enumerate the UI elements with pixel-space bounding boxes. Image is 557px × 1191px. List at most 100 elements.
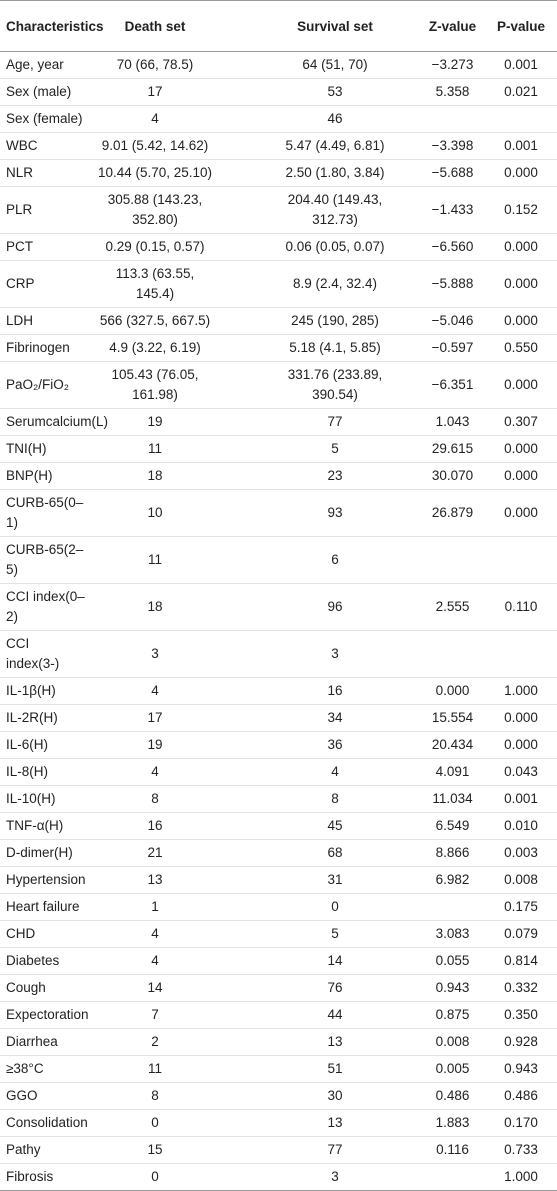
table-cell: 4.091 [420, 758, 485, 786]
table-cell: 13 [220, 1028, 420, 1056]
table-cell: 0.486 [485, 1082, 557, 1110]
header-cell: Z-value [420, 0, 485, 52]
table-cell: 0.943 [420, 974, 485, 1002]
row-label: CURB-65(0–1) [0, 489, 90, 537]
table-row: CURB-65(0–1) 10 93 26.879 0.000 [0, 489, 557, 537]
row-label: IL-8(H) [0, 758, 90, 786]
empty-cell [485, 105, 557, 133]
table-row: Fibrosis 0 3 1.000 [0, 1163, 557, 1191]
table-row: Consolidation 0 13 1.883 0.170 [0, 1109, 557, 1137]
table-row: PaO₂/FiO₂ 105.43 (76.05, 161.98) 331.76 (2… [0, 361, 557, 409]
table-cell: 3 [220, 1163, 420, 1191]
table-cell: 13 [220, 1109, 420, 1137]
table-row: IL-8(H) 4 4 4.091 0.043 [0, 758, 557, 786]
table-cell: 0.152 [485, 186, 557, 234]
row-label: Expectoration [0, 1001, 90, 1029]
row-label: Fibrosis [0, 1163, 90, 1191]
row-label: PCT [0, 233, 90, 261]
table-cell: −5.888 [420, 260, 485, 308]
row-label: GGO [0, 1082, 90, 1110]
table-cell: 53 [220, 78, 420, 106]
table-row: TNF-α(H) 16 45 6.549 0.010 [0, 812, 557, 840]
table-cell: 0.110 [485, 583, 557, 631]
table-cell: 4.9 (3.22, 6.19) [90, 334, 220, 362]
table-cell: 566 (327.5, 667.5) [90, 307, 220, 335]
table-cell: 0.000 [420, 677, 485, 705]
table-cell: 51 [220, 1055, 420, 1083]
table-cell: 5 [220, 435, 420, 463]
table-cell: 3.083 [420, 920, 485, 948]
table-cell: 1.043 [420, 408, 485, 436]
table-cell: 0.350 [485, 1001, 557, 1029]
table-cell: 17 [90, 78, 220, 106]
row-label: IL-6(H) [0, 731, 90, 759]
table-cell: −1.433 [420, 186, 485, 234]
table-cell: 0.055 [420, 947, 485, 975]
table-cell: 0.000 [485, 489, 557, 537]
table-cell: 96 [220, 583, 420, 631]
table-row: Pathy 15 77 0.116 0.733 [0, 1136, 557, 1164]
table-row: WBC 9.01 (5.42, 14.62) 5.47 (4.49, 6.81) −3… [0, 132, 557, 160]
table-cell: 19 [90, 408, 220, 436]
row-label: IL-10(H) [0, 785, 90, 813]
table-cell: 8 [90, 1082, 220, 1110]
table-cell: 3 [220, 630, 420, 678]
table-cell: 0.000 [485, 731, 557, 759]
row-label: Sex (female) [0, 105, 90, 133]
table-cell: 1.000 [485, 1163, 557, 1191]
table-cell: 14 [220, 947, 420, 975]
table-cell: 44 [220, 1001, 420, 1029]
table-cell: 30 [220, 1082, 420, 1110]
table-cell: 23 [220, 462, 420, 490]
table-row: LDH 566 (327.5, 667.5) 245 (190, 285) −5.04… [0, 307, 557, 335]
table-cell: 1.000 [485, 677, 557, 705]
row-label: Diabetes [0, 947, 90, 975]
table-cell: 0.003 [485, 839, 557, 867]
table-cell: 64 (51, 70) [220, 51, 420, 79]
table-cell: 0.001 [485, 132, 557, 160]
table-cell: 0.928 [485, 1028, 557, 1056]
header-row: Characteristics Death set Survival set Z-va… [0, 0, 557, 52]
table-cell: 9.01 (5.42, 14.62) [90, 132, 220, 160]
row-label: ≥38°C [0, 1055, 90, 1083]
table-cell: −0.597 [420, 334, 485, 362]
empty-cell [485, 536, 557, 584]
row-label: CHD [0, 920, 90, 948]
table-row: CCI index(0–2) 18 96 2.555 0.110 [0, 583, 557, 631]
table-cell: −6.560 [420, 233, 485, 261]
table-cell: 3 [90, 630, 220, 678]
table-cell: 245 (190, 285) [220, 307, 420, 335]
table-cell: 2 [90, 1028, 220, 1056]
table-cell: 0.29 (0.15, 0.57) [90, 233, 220, 261]
table-cell: 31 [220, 866, 420, 894]
table-cell: 0.170 [485, 1109, 557, 1137]
table-cell: 15.554 [420, 704, 485, 732]
table-row: IL-2R(H) 17 34 15.554 0.000 [0, 704, 557, 732]
header-cell: P-value [485, 0, 557, 52]
row-label: D-dimer(H) [0, 839, 90, 867]
table-cell: 0.079 [485, 920, 557, 948]
table-cell: 16 [90, 812, 220, 840]
table-cell: 4 [90, 105, 220, 133]
row-label: TNI(H) [0, 435, 90, 463]
table-cell: 0.175 [485, 893, 557, 921]
table-cell: 0.005 [420, 1055, 485, 1083]
table-row: Heart failure 1 0 0.175 [0, 893, 557, 921]
empty-cell [420, 630, 485, 678]
empty-cell [485, 630, 557, 678]
row-label: CRP [0, 260, 90, 308]
table-cell: 8.866 [420, 839, 485, 867]
row-label: CCI index(3-) [0, 630, 90, 678]
table-cell: 4 [220, 758, 420, 786]
table-cell: 0.06 (0.05, 0.07) [220, 233, 420, 261]
table-cell: 0.000 [485, 159, 557, 187]
table-cell: 305.88 (143.23, 352.80) [90, 186, 220, 234]
table-cell: 331.76 (233.89, 390.54) [220, 361, 420, 409]
table-cell: 0.307 [485, 408, 557, 436]
empty-cell [420, 105, 485, 133]
table-row: CHD 4 5 3.083 0.079 [0, 920, 557, 948]
row-label: Fibrinogen [0, 334, 90, 362]
table-cell: 6 [220, 536, 420, 584]
table-cell: −3.398 [420, 132, 485, 160]
table-cell: 18 [90, 462, 220, 490]
